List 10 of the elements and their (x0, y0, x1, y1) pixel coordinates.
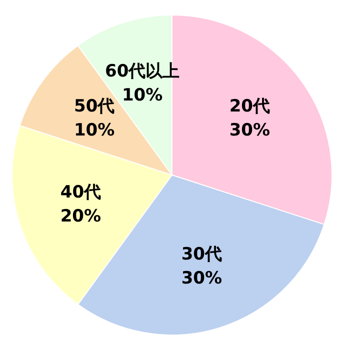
data-label: 30% (181, 268, 222, 288)
slice-label: 40代 (60, 182, 102, 203)
slice-label: 60代以上 (105, 62, 180, 82)
slice-label: 20代 (229, 96, 270, 117)
slice-label: 30代 (181, 244, 222, 264)
data-label: 30% (229, 120, 270, 141)
data-label: 20% (60, 206, 102, 227)
slice-label: 50代 (74, 96, 115, 117)
data-label: 10% (74, 120, 115, 141)
data-label: 10% (122, 86, 163, 106)
